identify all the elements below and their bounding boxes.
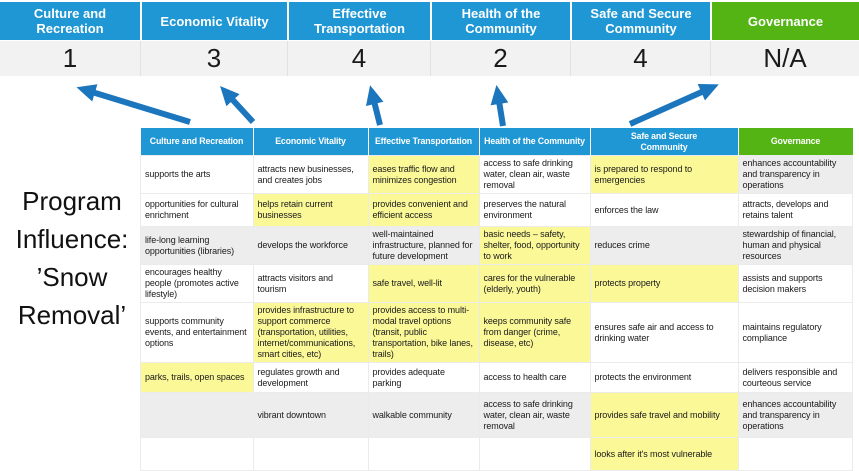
matrix-cell: access to health care xyxy=(478,362,591,393)
up-arrow-icon xyxy=(365,85,384,126)
priority-header-row: Culture and Recreation Economic Vitality E… xyxy=(0,2,859,40)
matrix-cell: looks after it's most vulnerable xyxy=(589,437,739,471)
matrix-cell: enhances accountability and transparency… xyxy=(737,392,853,438)
influence-arrows xyxy=(76,84,719,127)
priority-score-5: 4 xyxy=(570,41,710,76)
matrix-cell: is prepared to respond to emergencies xyxy=(589,155,739,194)
matrix-cell: attracts, develops and retains talent xyxy=(737,193,853,227)
matrix-cell xyxy=(252,437,369,471)
matrix-cell: enhances accountability and transparency… xyxy=(737,155,853,194)
table-row: supports the arts attracts new businesses… xyxy=(140,155,853,194)
table-row: parks, trails, open spaces regulates grow… xyxy=(140,362,853,393)
matrix-cell: develops the workforce xyxy=(252,226,369,265)
matrix-cell: supports the arts xyxy=(140,155,254,194)
matrix-cell: enforces the law xyxy=(589,193,739,227)
matrix-cell: cares for the vulnerable (elderly, youth… xyxy=(478,264,591,303)
matrix-cell xyxy=(478,437,591,471)
matrix-cell: provides infrastructure to support comme… xyxy=(252,302,369,363)
priority-header-3: Effective Transportation xyxy=(287,2,430,40)
up-arrow-icon xyxy=(628,84,719,127)
matrix-cell: helps retain current businesses xyxy=(252,193,369,227)
matrix-cell: provides convenient and efficient access xyxy=(367,193,480,227)
matrix-cell: life-long learning opportunities (librar… xyxy=(140,226,254,265)
priority-header-5: Safe and Secure Community xyxy=(570,2,710,40)
priority-score-3: 4 xyxy=(287,41,430,76)
priority-score-4: 2 xyxy=(430,41,570,76)
matrix-cell: protects the environment xyxy=(589,362,739,393)
matrix-cell xyxy=(367,437,480,471)
matrix-column-header-2: Economic Vitality xyxy=(252,128,368,156)
table-row: supports community events, and entertain… xyxy=(140,302,853,363)
matrix-column-header-6: Governance xyxy=(737,128,853,156)
matrix-cell: attracts visitors and tourism xyxy=(252,264,369,303)
matrix-cell: maintains regulatory compliance xyxy=(737,302,853,363)
matrix-cell: access to safe drinking water, clean air… xyxy=(478,155,591,194)
table-row: opportunities for cultural enrichment hel… xyxy=(140,193,853,227)
matrix-cell: provides safe travel and mobility xyxy=(589,392,739,438)
matrix-column-header-3: Effective Transportation xyxy=(367,128,479,156)
matrix-cell: encourages healthy people (promotes acti… xyxy=(140,264,254,303)
priority-header-1: Culture and Recreation xyxy=(0,2,140,40)
matrix-cell: eases traffic flow and minimizes congest… xyxy=(367,155,480,194)
priority-matrix-table: Culture and Recreation Economic Vitality E… xyxy=(140,128,853,471)
matrix-cell: protects property xyxy=(589,264,739,303)
matrix-column-header-5: Safe and Secure Community xyxy=(589,128,738,156)
matrix-body: supports the arts attracts new businesses… xyxy=(140,155,853,471)
matrix-column-header-4: Health of the Community xyxy=(478,128,590,156)
priority-score-1: 1 xyxy=(0,41,140,76)
priority-header-6: Governance xyxy=(710,2,859,40)
matrix-cell: provides access to multi-modal travel op… xyxy=(367,302,480,363)
matrix-cell: reduces crime xyxy=(589,226,739,265)
up-arrow-icon xyxy=(490,85,509,127)
priority-score-2: 3 xyxy=(140,41,287,76)
matrix-column-header-1: Culture and Recreation xyxy=(140,128,253,156)
matrix-cell: regulates growth and development xyxy=(252,362,369,393)
matrix-cell: keeps community safe from danger (crime,… xyxy=(478,302,591,363)
priority-score-row: 1 3 4 2 4 N/A xyxy=(0,41,859,76)
up-arrow-icon xyxy=(220,86,256,125)
matrix-cell: stewardship of financial, human and phys… xyxy=(737,226,853,265)
table-row: looks after it's most vulnerable xyxy=(140,437,853,471)
matrix-cell: basic needs – safety, shelter, food, opp… xyxy=(478,226,591,265)
matrix-cell xyxy=(140,437,254,471)
priority-header-2: Economic Vitality xyxy=(140,2,287,40)
matrix-header-row: Culture and Recreation Economic Vitality E… xyxy=(140,128,853,156)
matrix-cell: vibrant downtown xyxy=(252,392,369,438)
matrix-cell: safe travel, well-lit xyxy=(367,264,480,303)
matrix-cell xyxy=(737,437,853,471)
matrix-cell: supports community events, and entertain… xyxy=(140,302,254,363)
matrix-cell: provides adequate parking xyxy=(367,362,480,393)
table-row: vibrant downtown walkable community access… xyxy=(140,392,853,438)
matrix-cell: opportunities for cultural enrichment xyxy=(140,193,254,227)
priority-header-4: Health of the Community xyxy=(430,2,570,40)
table-row: life-long learning opportunities (librar… xyxy=(140,226,853,265)
matrix-cell: assists and supports decision makers xyxy=(737,264,853,303)
matrix-cell: walkable community xyxy=(367,392,480,438)
table-row: encourages healthy people (promotes acti… xyxy=(140,264,853,303)
program-influence-title: Program Influence: ’Snow Removal’ xyxy=(15,186,129,330)
matrix-cell: attracts new businesses, and creates job… xyxy=(252,155,369,194)
matrix-cell: delivers responsible and courteous servi… xyxy=(737,362,853,393)
priority-score-6: N/A xyxy=(710,41,859,76)
matrix-cell: parks, trails, open spaces xyxy=(140,362,254,393)
matrix-cell xyxy=(140,392,254,438)
up-arrow-icon xyxy=(76,84,191,125)
matrix-cell: access to safe drinking water, clean air… xyxy=(478,392,591,438)
matrix-cell: well-maintained infrastructure, planned … xyxy=(367,226,480,265)
matrix-cell: ensures safe air and access to drinking … xyxy=(589,302,739,363)
matrix-cell: preserves the natural environment xyxy=(478,193,591,227)
